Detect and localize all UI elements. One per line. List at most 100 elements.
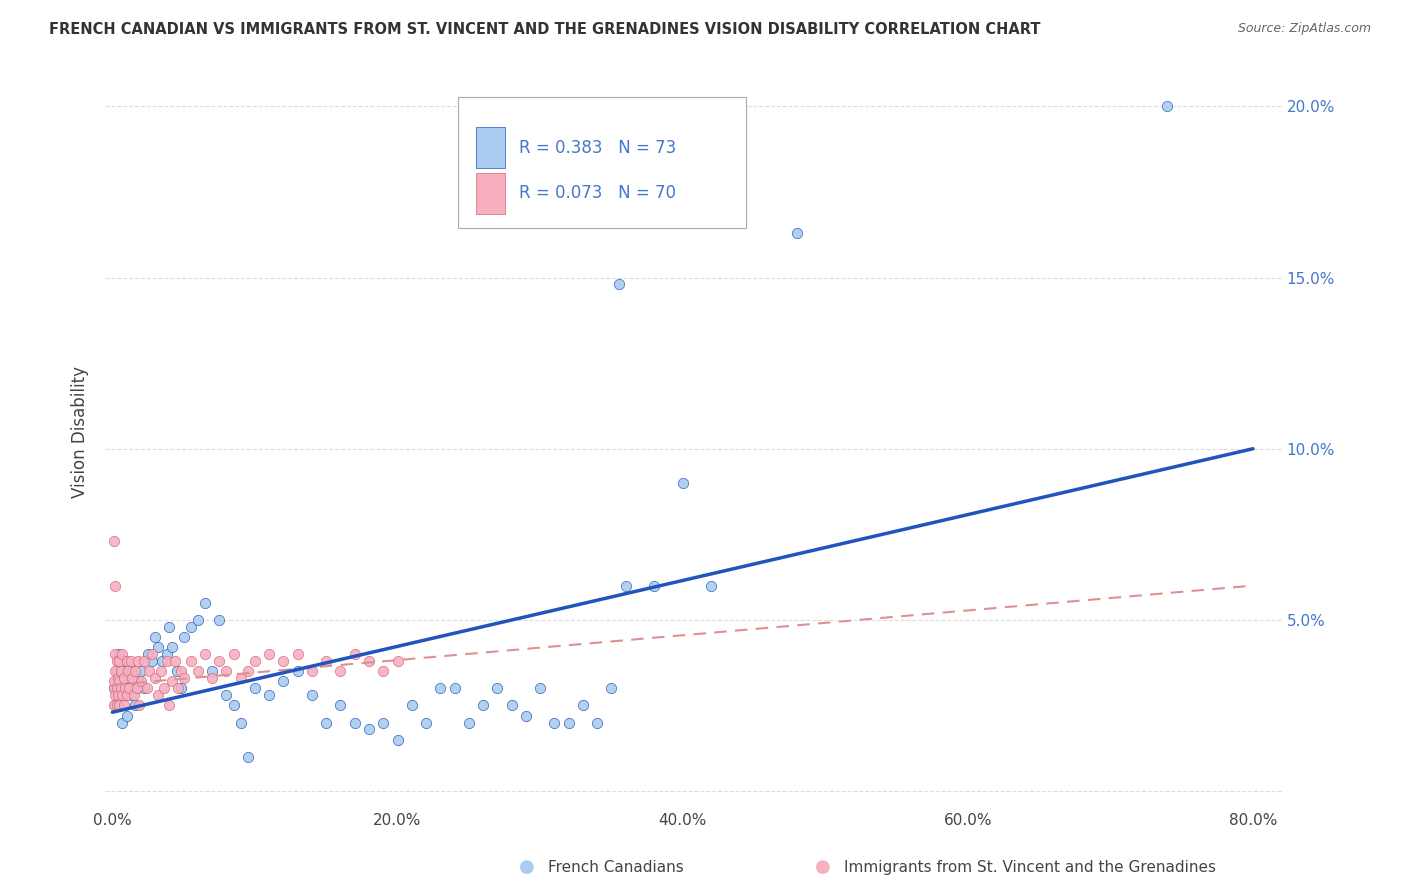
Point	[127, 671, 149, 685]
Point	[357, 723, 380, 737]
Point	[111, 715, 134, 730]
FancyBboxPatch shape	[475, 127, 505, 169]
Point	[125, 681, 148, 696]
Point	[115, 708, 138, 723]
Point	[180, 654, 202, 668]
Point	[215, 688, 238, 702]
Point	[115, 654, 138, 668]
Point	[614, 579, 637, 593]
Point	[357, 654, 380, 668]
Point	[457, 715, 479, 730]
Point	[112, 654, 135, 668]
Point	[127, 654, 149, 668]
Point	[222, 698, 245, 713]
Point	[143, 630, 166, 644]
Point	[187, 613, 209, 627]
Point	[387, 732, 409, 747]
Point	[607, 277, 630, 292]
Point	[135, 681, 157, 696]
Point	[165, 654, 187, 668]
Point	[136, 647, 159, 661]
Point	[107, 671, 129, 685]
Point	[529, 681, 551, 696]
Point	[122, 674, 145, 689]
Point	[700, 579, 723, 593]
Point	[160, 640, 183, 655]
FancyBboxPatch shape	[475, 173, 505, 214]
Point	[329, 698, 352, 713]
Point	[146, 640, 169, 655]
Point	[110, 664, 132, 678]
Point	[115, 688, 138, 702]
Point	[108, 647, 131, 661]
Text: R = 0.073   N = 70: R = 0.073 N = 70	[519, 185, 676, 202]
Point	[243, 681, 266, 696]
Point	[108, 698, 131, 713]
Point	[229, 715, 252, 730]
Point	[472, 698, 495, 713]
Y-axis label: Vision Disability: Vision Disability	[72, 366, 89, 498]
Point	[118, 681, 141, 696]
Point	[501, 698, 523, 713]
Point	[157, 620, 180, 634]
Point	[786, 226, 808, 240]
Point	[287, 664, 309, 678]
Point	[201, 671, 224, 685]
Point	[243, 654, 266, 668]
Point	[486, 681, 509, 696]
Point	[315, 654, 337, 668]
Point	[120, 654, 142, 668]
Point	[257, 647, 280, 661]
Point	[301, 664, 323, 678]
Point	[120, 688, 142, 702]
Point	[121, 671, 143, 685]
Point	[166, 664, 188, 678]
Point	[157, 698, 180, 713]
Point	[117, 681, 139, 696]
Point	[515, 708, 537, 723]
Point	[215, 664, 238, 678]
Point	[643, 579, 665, 593]
Text: French Canadians: French Canadians	[548, 860, 685, 874]
Point	[114, 688, 136, 702]
Point	[103, 674, 125, 689]
Point	[201, 664, 224, 678]
Point	[343, 647, 366, 661]
Point	[672, 475, 695, 490]
Point	[229, 671, 252, 685]
Text: ●: ●	[519, 858, 536, 876]
Point	[152, 681, 174, 696]
Point	[114, 681, 136, 696]
Point	[117, 664, 139, 678]
Point	[121, 664, 143, 678]
Point	[104, 579, 127, 593]
Point	[118, 671, 141, 685]
Point	[329, 664, 352, 678]
Point	[107, 688, 129, 702]
Point	[155, 654, 177, 668]
Point	[103, 534, 125, 549]
Point	[110, 674, 132, 689]
Point	[155, 647, 177, 661]
Point	[373, 715, 395, 730]
Point	[273, 674, 295, 689]
Point	[107, 688, 129, 702]
Point	[187, 664, 209, 678]
Point	[208, 654, 231, 668]
Point	[1156, 99, 1178, 113]
Point	[104, 647, 127, 661]
Point	[132, 654, 155, 668]
Point	[415, 715, 437, 730]
Point	[141, 654, 163, 668]
Point	[222, 647, 245, 661]
Point	[146, 688, 169, 702]
Point	[273, 654, 295, 668]
Point	[515, 168, 537, 182]
Point	[108, 674, 131, 689]
Point	[543, 715, 565, 730]
Point	[141, 647, 163, 661]
Point	[138, 664, 160, 678]
Point	[170, 681, 193, 696]
FancyBboxPatch shape	[458, 96, 747, 228]
Point	[173, 630, 195, 644]
